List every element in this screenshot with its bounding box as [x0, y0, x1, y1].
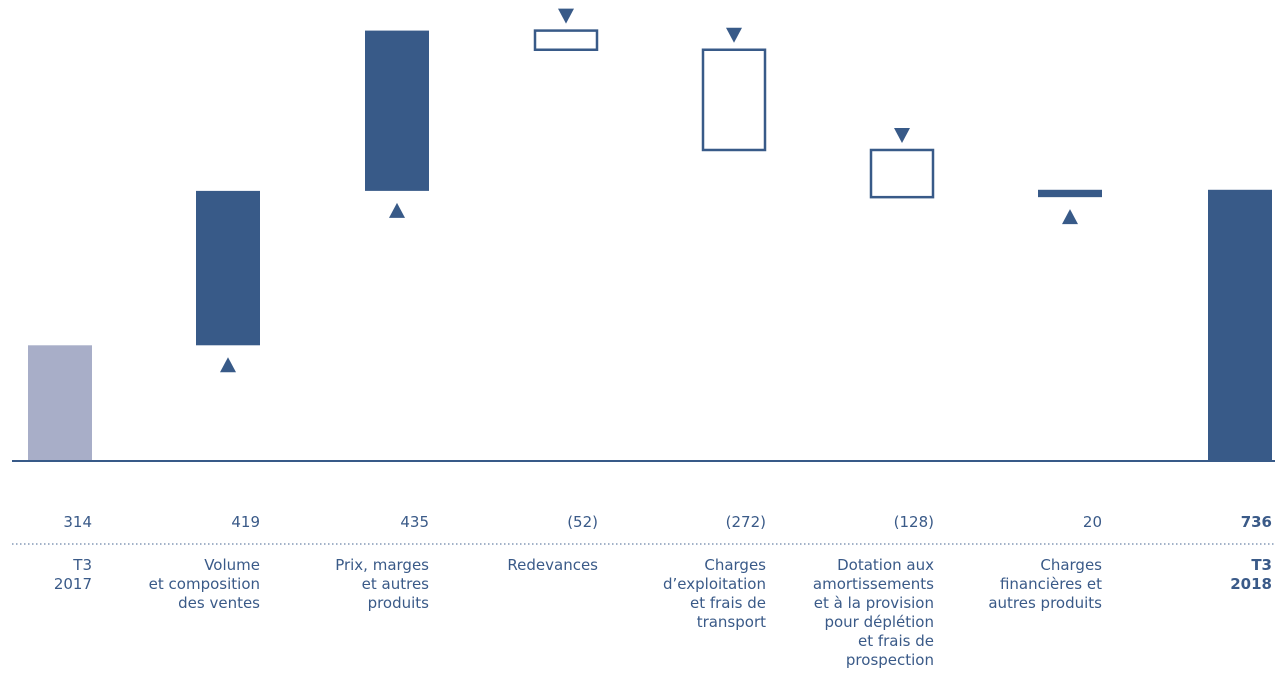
- category-label: d’exploitation: [663, 575, 766, 593]
- bar-decrease: [533, 29, 599, 52]
- category-label: T3: [72, 556, 92, 574]
- category-label: 2018: [1230, 575, 1272, 593]
- value-labels-layer: 314 419 435 (52) (272) (128) 20 736: [63, 513, 1272, 531]
- category-label: transport: [697, 613, 766, 631]
- category-label: des ventes: [178, 594, 260, 612]
- decrease-arrow: [894, 127, 910, 143]
- category-label: Charges: [704, 556, 766, 574]
- increase-arrow: [389, 202, 405, 218]
- increase-arrow: [220, 357, 236, 373]
- markers-layer: [220, 8, 1078, 373]
- value-label: 419: [231, 513, 260, 531]
- category-label: et frais de: [690, 594, 766, 612]
- bar-increase: [196, 190, 260, 346]
- category-label: et composition: [149, 575, 260, 593]
- value-label: (52): [567, 513, 598, 531]
- category-label: financières et: [1000, 575, 1102, 593]
- bar-increase: [365, 30, 429, 191]
- decrease-arrow: [558, 8, 574, 24]
- category-label: Dotation aux: [837, 556, 934, 574]
- category-label: Charges: [1040, 556, 1102, 574]
- bar-decrease: [869, 148, 935, 199]
- category-label: pour déplétion: [824, 613, 934, 631]
- bar-decrease: [701, 48, 767, 152]
- value-label: 435: [400, 513, 429, 531]
- value-label: (272): [726, 513, 766, 531]
- category-label: Volume: [204, 556, 260, 574]
- category-label: et à la provision: [814, 594, 934, 612]
- increase-arrow: [1062, 209, 1078, 225]
- value-label: 736: [1241, 513, 1272, 531]
- category-label: amortissements: [813, 575, 934, 593]
- category-label: 2017: [54, 575, 92, 593]
- category-label: et frais de: [858, 632, 934, 650]
- category-label: Redevances: [507, 556, 598, 574]
- value-label: 314: [63, 513, 92, 531]
- category-label: autres produits: [988, 594, 1102, 612]
- bar-increase: [1038, 189, 1102, 198]
- category-label: Prix, marges: [335, 556, 429, 574]
- value-label: (128): [894, 513, 934, 531]
- category-label: et autres: [362, 575, 430, 593]
- decrease-arrow: [726, 27, 742, 43]
- category-label: T3: [1251, 556, 1272, 574]
- value-label: 20: [1083, 513, 1102, 531]
- category-label: produits: [368, 594, 430, 612]
- bar-total: [1208, 189, 1272, 461]
- bars-layer: [28, 29, 1272, 461]
- category-label: prospection: [846, 651, 934, 669]
- bar-start: [28, 345, 92, 461]
